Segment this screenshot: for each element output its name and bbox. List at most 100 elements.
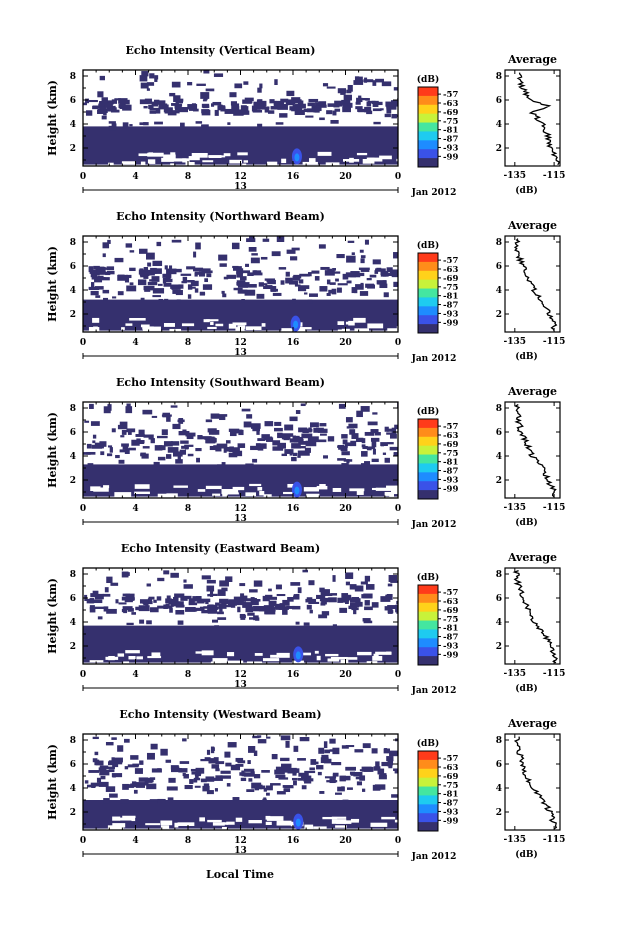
echo-patch <box>106 266 115 271</box>
echo-patch <box>291 97 301 104</box>
echo-patch <box>266 792 270 796</box>
echo-patch <box>184 444 189 450</box>
echo-patch <box>353 80 364 85</box>
profile-y-tick-label: 8 <box>496 238 502 248</box>
echo-patch <box>336 287 342 293</box>
echo-patch <box>307 299 313 304</box>
echo-patch <box>151 276 160 282</box>
echo-patch <box>221 587 228 592</box>
average-profile: Average 8 6 4 2 -135 -115 (dB) <box>496 385 566 528</box>
echo-patch <box>251 253 258 256</box>
echo-gap <box>357 651 372 656</box>
echo-patch <box>263 436 273 441</box>
echo-patch <box>207 594 211 597</box>
echo-patch <box>107 761 113 766</box>
echo-patch <box>280 757 290 762</box>
echo-patch <box>237 606 241 613</box>
echo-patch <box>239 772 246 776</box>
echo-patch <box>363 766 374 772</box>
echo-patch <box>200 292 206 295</box>
echo-patch <box>161 429 168 436</box>
echo-patch <box>284 449 294 454</box>
echo-patch <box>388 575 398 582</box>
echo-gap <box>249 483 262 487</box>
echo-patch <box>245 606 254 613</box>
colorbar-segment <box>418 140 438 150</box>
echo-patch <box>386 273 397 277</box>
x-tick-label: 20 <box>339 504 352 514</box>
echo-patch <box>219 414 226 421</box>
echo-gap <box>89 660 104 663</box>
echo-gap <box>119 817 132 821</box>
echo-patch <box>105 741 114 746</box>
echo-patch <box>239 583 246 587</box>
x-tick-label: 20 <box>339 836 352 846</box>
echo-patch <box>237 760 246 764</box>
echo-patch <box>92 105 100 109</box>
echo-patch <box>291 777 298 781</box>
echo-patch <box>147 598 153 602</box>
echo-patch <box>289 280 298 285</box>
echo-patch <box>306 597 313 600</box>
echo-patch <box>351 287 356 294</box>
echo-gap <box>203 319 210 323</box>
echo-patch <box>311 270 320 274</box>
echo-peak-core <box>294 153 300 162</box>
heatmap <box>83 735 398 830</box>
echo-patch <box>174 104 182 109</box>
echo-patch <box>200 598 211 603</box>
echo-patch <box>308 98 319 103</box>
echo-gap <box>207 326 217 330</box>
echo-patch <box>215 775 223 780</box>
profile-title: Average <box>507 385 557 398</box>
echo-gap <box>131 816 136 822</box>
echo-patch <box>149 279 153 282</box>
echo-gap <box>92 317 100 323</box>
echo-gap <box>384 491 393 496</box>
x-tick-label: 20 <box>339 338 352 348</box>
echo-patch <box>263 797 267 802</box>
echo-patch <box>111 757 115 763</box>
colorbar-segment <box>418 419 438 429</box>
x-tick-label: 12 <box>234 504 247 514</box>
echo-patch <box>245 263 250 267</box>
echo-patch <box>193 267 204 272</box>
echo-patch <box>250 597 255 602</box>
echo-patch <box>126 784 134 788</box>
echo-patch <box>183 584 193 589</box>
echo-patch <box>167 797 174 801</box>
echo-patch <box>149 777 156 780</box>
profile-title: Average <box>507 717 557 730</box>
colorbar-label: -99 <box>443 318 458 328</box>
echo-patch <box>253 750 258 756</box>
y-tick-label: 6 <box>70 96 76 106</box>
echo-patch <box>332 268 336 271</box>
echo-patch <box>102 253 106 258</box>
echo-patch <box>94 286 104 290</box>
echo-patch <box>89 403 94 409</box>
echo-patch <box>314 276 320 281</box>
echo-peak-core <box>293 320 299 329</box>
echo-patch <box>354 749 364 753</box>
echo-patch <box>127 764 139 768</box>
echo-patch <box>201 109 211 116</box>
echo-patch <box>292 605 301 610</box>
echo-patch <box>379 283 388 289</box>
echo-patch <box>146 620 152 625</box>
echo-gap <box>337 321 345 326</box>
echo-patch <box>173 95 181 102</box>
echo-patch <box>318 244 326 249</box>
echo-patch <box>332 110 337 116</box>
echo-gap <box>121 327 125 330</box>
echo-patch <box>362 445 368 450</box>
colorbar-label: -63 <box>443 265 458 275</box>
echo-patch <box>353 609 357 615</box>
echo-patch <box>393 768 398 771</box>
echo-patch <box>144 98 153 104</box>
echo-patch <box>195 242 201 250</box>
profile-y-tick-label: 4 <box>496 784 502 794</box>
echo-patch <box>341 775 351 781</box>
echo-patch <box>293 274 302 279</box>
echo-patch <box>305 440 317 447</box>
echo-patch <box>203 97 208 101</box>
